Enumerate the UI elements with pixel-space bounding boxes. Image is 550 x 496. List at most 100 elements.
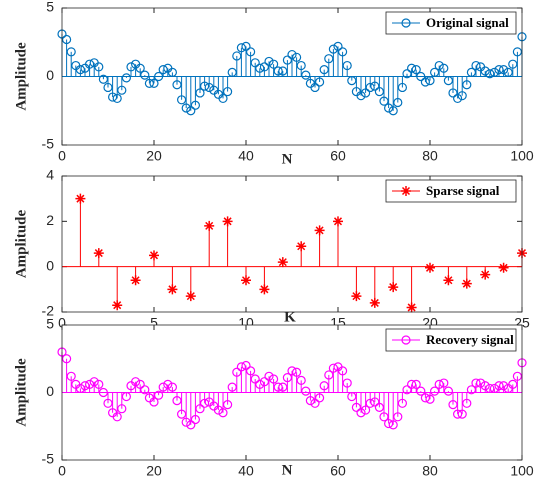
marker bbox=[401, 186, 411, 196]
axes-frame bbox=[61, 175, 523, 313]
marker bbox=[434, 60, 444, 71]
marker bbox=[324, 54, 334, 64]
marker bbox=[338, 366, 348, 376]
marker bbox=[287, 366, 297, 376]
marker bbox=[471, 378, 481, 388]
y-tick-label: 0 bbox=[46, 67, 54, 83]
marker bbox=[255, 379, 265, 389]
marker bbox=[296, 375, 306, 385]
marker bbox=[232, 51, 242, 61]
marker bbox=[296, 60, 306, 71]
marker bbox=[361, 405, 371, 415]
x-tick-label: 20 bbox=[146, 463, 162, 479]
x-tick-label: 5 bbox=[150, 315, 158, 331]
marker bbox=[144, 78, 154, 88]
marker bbox=[508, 379, 518, 389]
marker bbox=[476, 378, 486, 388]
legend-box bbox=[385, 11, 517, 35]
marker bbox=[315, 393, 325, 403]
y-tick-label: 4 bbox=[46, 167, 54, 183]
legend-label: Recovery signal bbox=[426, 332, 514, 347]
marker bbox=[370, 397, 380, 407]
marker bbox=[499, 381, 509, 391]
marker bbox=[462, 80, 472, 90]
marker bbox=[315, 77, 325, 87]
marker bbox=[117, 85, 127, 95]
marker bbox=[301, 70, 311, 80]
marker bbox=[223, 400, 233, 410]
marker bbox=[227, 67, 237, 77]
marker bbox=[204, 82, 214, 93]
marker bbox=[259, 62, 269, 72]
marker bbox=[314, 225, 325, 236]
marker bbox=[177, 409, 187, 419]
marker bbox=[379, 412, 389, 422]
marker bbox=[457, 91, 467, 101]
marker bbox=[246, 366, 256, 376]
marker bbox=[190, 100, 200, 110]
marker bbox=[98, 387, 109, 398]
marker bbox=[218, 408, 228, 418]
marker bbox=[80, 381, 90, 391]
marker bbox=[384, 103, 394, 113]
marker bbox=[393, 97, 403, 108]
marker bbox=[351, 402, 361, 412]
marker bbox=[149, 397, 159, 407]
y-tick-label: 0 bbox=[46, 257, 54, 273]
marker bbox=[121, 73, 132, 83]
x-tick-label: 40 bbox=[238, 463, 254, 479]
marker bbox=[149, 78, 159, 88]
marker bbox=[200, 81, 210, 91]
marker bbox=[489, 67, 499, 77]
marker bbox=[103, 82, 113, 93]
x-tick-label: 60 bbox=[330, 463, 346, 479]
marker bbox=[190, 414, 200, 425]
marker bbox=[512, 47, 523, 57]
marker bbox=[135, 379, 145, 389]
marker bbox=[328, 44, 338, 54]
marker bbox=[282, 373, 292, 383]
y-tick-label: 5 bbox=[46, 316, 54, 332]
marker bbox=[282, 55, 292, 65]
marker bbox=[489, 383, 499, 394]
x-tick-label: 60 bbox=[330, 148, 346, 164]
marker bbox=[94, 62, 104, 72]
marker bbox=[259, 377, 269, 387]
marker bbox=[439, 63, 449, 73]
marker bbox=[448, 400, 458, 410]
marker bbox=[200, 398, 210, 408]
marker bbox=[84, 59, 95, 69]
marker bbox=[121, 391, 132, 402]
marker bbox=[269, 59, 279, 69]
marker bbox=[167, 284, 178, 295]
marker bbox=[430, 386, 440, 396]
x-tick-label: 0 bbox=[58, 463, 66, 479]
marker bbox=[61, 34, 72, 45]
marker bbox=[361, 88, 371, 98]
marker bbox=[310, 82, 320, 93]
marker bbox=[98, 74, 109, 84]
marker bbox=[356, 408, 366, 418]
marker bbox=[397, 398, 407, 408]
marker bbox=[236, 43, 246, 53]
marker bbox=[342, 378, 352, 388]
marker bbox=[338, 47, 348, 57]
marker bbox=[480, 381, 490, 391]
x-tick-label: 0 bbox=[58, 148, 66, 164]
marker bbox=[439, 378, 449, 388]
marker bbox=[218, 93, 228, 104]
marker bbox=[241, 275, 251, 286]
marker bbox=[453, 409, 463, 419]
marker bbox=[236, 362, 246, 372]
marker bbox=[250, 58, 260, 68]
marker bbox=[140, 385, 150, 395]
y-axis-label: Amplitude bbox=[13, 209, 29, 278]
marker bbox=[107, 92, 118, 102]
x-tick-label: 20 bbox=[146, 148, 162, 164]
marker bbox=[388, 420, 398, 430]
legend-box bbox=[385, 179, 517, 203]
marker bbox=[167, 67, 177, 77]
marker bbox=[420, 77, 430, 87]
marker bbox=[181, 103, 191, 113]
marker bbox=[112, 300, 123, 311]
